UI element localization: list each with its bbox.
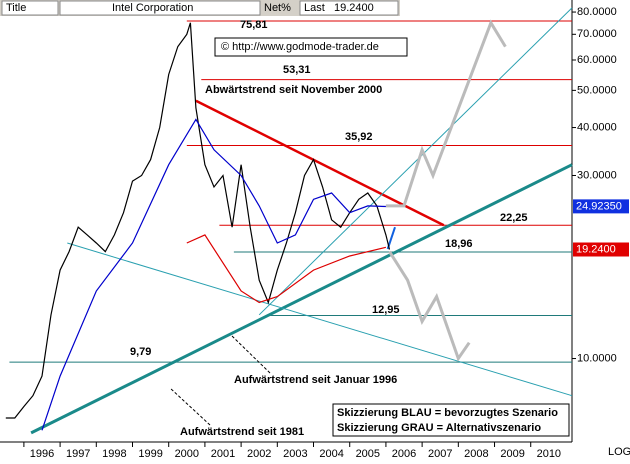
annotation: Aufwärtstrend seit 1981 — [180, 426, 304, 438]
header-field: Net% — [264, 2, 291, 14]
trendline — [67, 242, 573, 397]
x-tick-label: 2006 — [392, 448, 416, 460]
x-tick-label: 2009 — [500, 448, 524, 460]
x-tick-label: 2004 — [319, 448, 343, 460]
x-tick-label: 1998 — [102, 448, 126, 460]
x-tick-label: 2007 — [428, 448, 452, 460]
x-tick-label: 2010 — [537, 448, 561, 460]
level-label: 12,95 — [372, 304, 400, 316]
legend-entry: Skizzierung GRAU = Alternativszenario — [337, 422, 541, 434]
level-label: 9,79 — [130, 346, 151, 358]
x-tick-label: 2005 — [356, 448, 380, 460]
y-tick-label: 80.0000 — [577, 6, 617, 18]
copyright: © http://www.godmode-trader.de — [221, 41, 379, 53]
scale-label: LOG — [608, 446, 630, 458]
x-tick-label: 1996 — [30, 448, 54, 460]
price-line — [5, 22, 391, 419]
annotation: Abwärtstrend seit November 2000 — [205, 84, 382, 96]
y-tick-label: 70.0000 — [577, 28, 617, 40]
price-label-box — [573, 199, 629, 214]
header: Title Intel Corporation Net% Last 19.240… — [0, 0, 400, 16]
x-tick-label: 2002 — [247, 448, 271, 460]
header-last-label: Last — [304, 2, 325, 14]
price-label-box — [573, 242, 629, 257]
trendline — [385, 19, 507, 208]
plot: 75,81 53,31 35,92 22,25 18,96 12,95 9,79 — [5, 7, 573, 435]
price-label: 19.2400 — [576, 243, 616, 255]
level-label: 22,25 — [500, 212, 528, 224]
y-tick-label: 60.0000 — [577, 54, 617, 66]
x-tick-label: 1997 — [66, 448, 90, 460]
x-tick-label: 2000 — [175, 448, 199, 460]
y-tick-label: 10.0000 — [577, 352, 617, 364]
annotation: Aufwärtstrend seit Januar 1996 — [234, 374, 397, 386]
x-tick-label: 2003 — [283, 448, 307, 460]
x-tick-label: 2001 — [211, 448, 235, 460]
level-label: 53,31 — [283, 64, 311, 76]
y-tick-label: 50.0000 — [577, 84, 617, 96]
level-label: 18,96 — [445, 238, 473, 250]
trendline — [30, 163, 573, 435]
price-line — [186, 234, 387, 304]
trendline — [388, 250, 471, 362]
annotations: © http://www.godmode-trader.de Abwärtstr… — [169, 37, 570, 438]
x-tick-label: 2008 — [464, 448, 488, 460]
header-title: Title — [6, 2, 26, 14]
price-label: 24.92350 — [576, 200, 622, 212]
level-label: 75,81 — [240, 19, 268, 31]
price-line — [41, 118, 386, 431]
header-name: Intel Corporation — [112, 2, 193, 14]
y-tick-label: 40.0000 — [577, 121, 617, 133]
legend-entry: Skizzierung BLAU = bevorzugtes Szenario — [337, 407, 558, 419]
level-label: 35,92 — [345, 131, 373, 143]
y-tick-label: 30.0000 — [577, 169, 617, 181]
header-last: 19.2400 — [334, 2, 374, 14]
trendline — [258, 7, 573, 316]
x-tick-label: 1999 — [138, 448, 162, 460]
